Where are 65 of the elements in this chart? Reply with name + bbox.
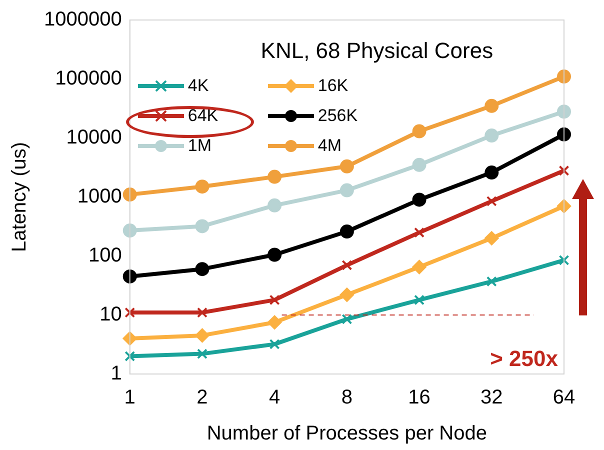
legend-label: 4M bbox=[318, 136, 342, 156]
point bbox=[122, 224, 137, 238]
point bbox=[268, 198, 282, 212]
point bbox=[122, 331, 137, 346]
point bbox=[340, 224, 354, 239]
y-tick-label: 1 bbox=[110, 362, 122, 385]
point bbox=[558, 165, 570, 176]
point bbox=[195, 219, 210, 234]
point bbox=[412, 192, 426, 207]
point bbox=[412, 124, 426, 138]
point bbox=[340, 159, 354, 174]
point bbox=[414, 294, 425, 306]
point bbox=[122, 188, 137, 202]
y-tick-label: 1000 bbox=[77, 186, 122, 208]
x-tick-label: 8 bbox=[341, 386, 352, 409]
text: KNL, 68 Physical Cores bbox=[260, 38, 494, 63]
x-tick-label: 64 bbox=[552, 386, 576, 409]
point bbox=[342, 314, 352, 324]
point bbox=[557, 104, 571, 119]
y-tick-label: 100 bbox=[88, 244, 122, 267]
point bbox=[342, 260, 352, 270]
point bbox=[269, 338, 280, 350]
legend-label: 1M bbox=[188, 136, 212, 156]
point bbox=[124, 307, 136, 318]
y-tick-label: 1000000 bbox=[44, 8, 122, 31]
point bbox=[486, 276, 497, 287]
legend-label: 16K bbox=[318, 76, 348, 96]
point bbox=[557, 199, 571, 214]
point bbox=[486, 196, 497, 206]
point bbox=[195, 328, 210, 342]
point bbox=[122, 269, 137, 284]
x-tick-label: 2 bbox=[196, 386, 208, 409]
y-tick-label: 10000 bbox=[66, 126, 122, 149]
legend-label: 64K bbox=[188, 106, 218, 126]
point bbox=[412, 158, 426, 172]
annotation: > 250x bbox=[490, 346, 559, 371]
point bbox=[557, 127, 571, 142]
point bbox=[484, 231, 499, 246]
point bbox=[268, 315, 282, 330]
point bbox=[340, 288, 354, 302]
legend-label: 4K bbox=[188, 76, 209, 96]
point bbox=[558, 254, 570, 266]
legend-label: 256K bbox=[318, 106, 358, 126]
x-tick-label: 32 bbox=[480, 386, 503, 409]
point bbox=[269, 294, 280, 306]
x-tick-label: 4 bbox=[269, 386, 280, 409]
x-tick-label: 16 bbox=[408, 386, 430, 409]
point bbox=[195, 262, 210, 276]
point bbox=[196, 348, 208, 360]
point bbox=[412, 260, 426, 274]
x-axis-title: Number of Processes per Node bbox=[206, 422, 487, 445]
point bbox=[195, 180, 210, 194]
y-axis-title: Latency (us) bbox=[8, 142, 31, 252]
point bbox=[484, 166, 499, 180]
point bbox=[124, 350, 136, 362]
point bbox=[557, 70, 571, 84]
point bbox=[268, 170, 282, 184]
point bbox=[484, 128, 499, 143]
y-tick-label: 10 bbox=[100, 304, 122, 326]
point bbox=[340, 183, 354, 198]
y-tick-label: 100000 bbox=[55, 68, 122, 90]
point bbox=[484, 98, 499, 113]
point bbox=[196, 307, 208, 318]
point bbox=[414, 227, 425, 238]
point bbox=[268, 248, 282, 262]
